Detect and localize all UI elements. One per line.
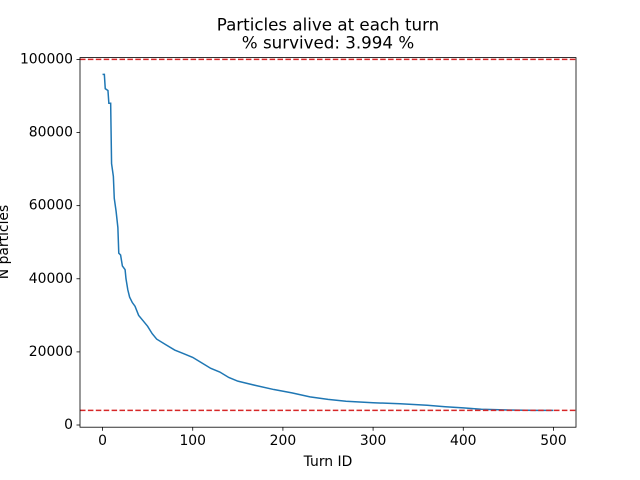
x-tick-label: 0: [98, 433, 107, 449]
x-tick-label: 100: [179, 433, 206, 449]
y-tick-label: 40000: [29, 271, 73, 287]
y-axis-label: N particles: [0, 205, 12, 279]
x-tick-label: 500: [540, 433, 567, 449]
x-tick-label: 400: [450, 433, 477, 449]
x-axis-label: Turn ID: [303, 454, 353, 470]
x-tick-label: 200: [270, 433, 297, 449]
axes-frame: [79, 57, 577, 428]
y-tick-label: 0: [64, 417, 73, 433]
data-line: [102, 73, 554, 412]
y-tick-label: 100000: [20, 51, 73, 67]
chart-subtitle: % survived: 3.994 %: [242, 33, 414, 53]
y-tick-label: 60000: [29, 198, 73, 214]
chart-title: Particles alive at each turn: [217, 15, 440, 35]
y-tick-label: 80000: [29, 125, 73, 141]
y-tick-label: 20000: [29, 344, 73, 360]
x-tick-label: 300: [360, 433, 387, 449]
